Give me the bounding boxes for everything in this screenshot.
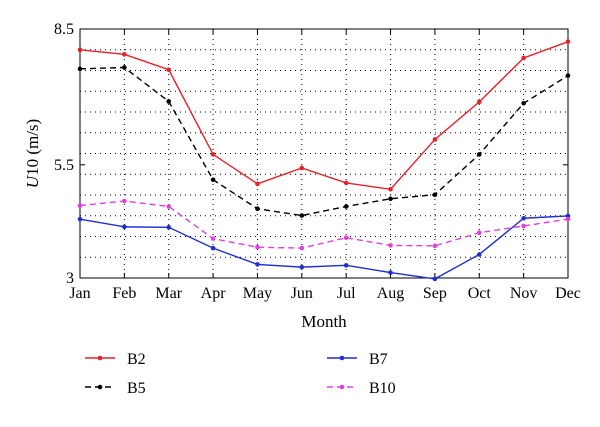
series-line-b10 (79, 200, 569, 249)
legend-marker-b5 (97, 384, 103, 390)
data-point-b7 (77, 216, 83, 222)
data-point-b7 (122, 224, 127, 230)
y-tick-label: 8.5 (54, 21, 74, 38)
data-point-b2 (476, 99, 482, 105)
data-point-b10 (166, 204, 172, 209)
series-line-b5 (79, 66, 569, 217)
data-point-b10 (255, 244, 260, 250)
x-axis-label: Month (301, 312, 347, 331)
data-point-b5 (210, 177, 216, 183)
y-axis-label: U10 (m/s) (23, 119, 42, 188)
data-point-b2 (388, 186, 393, 192)
data-point-b7 (521, 215, 526, 221)
x-tick-label: Apr (201, 285, 227, 302)
data-point-b7 (432, 276, 438, 282)
x-tick-label: Jan (69, 285, 90, 302)
data-point-b10 (432, 243, 438, 249)
data-point-b2 (210, 152, 216, 157)
data-point-b5 (388, 196, 393, 202)
data-point-b2 (432, 137, 438, 142)
data-point-b5 (299, 213, 305, 218)
x-tick-label: May (243, 285, 272, 302)
data-point-b7 (565, 213, 571, 219)
data-point-b5 (343, 204, 349, 209)
data-point-b2 (255, 181, 260, 187)
data-point-b7 (476, 252, 482, 257)
data-point-b10 (388, 243, 393, 248)
data-point-b5 (77, 66, 83, 72)
data-point-b7 (210, 245, 216, 251)
legend-label-b10: B10 (369, 380, 396, 397)
x-tick-label: Nov (510, 285, 538, 302)
data-point-b5 (166, 99, 172, 104)
series-line-b2 (79, 41, 569, 191)
plot-frame (79, 28, 569, 279)
x-tick-label: Feb (112, 285, 136, 302)
x-tick-label: Jul (337, 285, 356, 302)
x-tick-label: Dec (555, 285, 581, 302)
legend-marker-b7 (339, 355, 345, 361)
x-tick-label: Oct (468, 285, 492, 302)
data-point-b2 (122, 52, 127, 57)
y-axis-label-unit: 10 (m/s) (23, 119, 42, 176)
data-point-b2 (521, 55, 526, 61)
data-point-b10 (77, 203, 83, 208)
data-point-b2 (166, 67, 172, 73)
data-point-b5 (565, 73, 571, 78)
data-point-b10 (122, 198, 127, 204)
y-tick-label: 5.5 (54, 157, 74, 174)
data-point-b5 (255, 206, 260, 212)
data-point-b10 (476, 230, 482, 236)
data-point-b5 (521, 100, 526, 106)
data-point-b7 (299, 264, 305, 270)
y-tick-label: 3 (66, 270, 74, 287)
data-point-b10 (343, 235, 349, 241)
data-point-b10 (565, 216, 571, 222)
legend-label-b5: B5 (127, 380, 146, 397)
y-axis-label-symbol: U (23, 174, 42, 188)
data-point-b10 (299, 245, 305, 251)
series-line-b7 (79, 215, 569, 280)
data-point-b5 (122, 65, 127, 70)
data-point-b2 (343, 180, 349, 186)
data-point-b5 (476, 152, 482, 157)
data-point-b7 (255, 262, 260, 267)
x-tick-label: Jun (291, 285, 313, 302)
data-point-b7 (166, 224, 172, 230)
data-point-b10 (210, 236, 216, 241)
data-point-b2 (565, 39, 571, 44)
legend-marker-b10 (339, 384, 345, 390)
grid (80, 29, 568, 278)
data-point-b5 (432, 192, 438, 197)
data-point-b2 (299, 165, 305, 171)
data-point-b7 (388, 270, 393, 275)
data-point-b2 (77, 47, 83, 53)
legend-marker-b2 (97, 355, 103, 361)
data-point-b10 (521, 223, 526, 229)
legend-label-b7: B7 (369, 351, 388, 368)
x-tick-label: Sep (423, 285, 447, 302)
x-tick-label: Mar (155, 285, 182, 302)
legend-label-b2: B2 (127, 351, 146, 368)
x-tick-label: Aug (377, 285, 405, 302)
data-point-b7 (343, 263, 349, 268)
